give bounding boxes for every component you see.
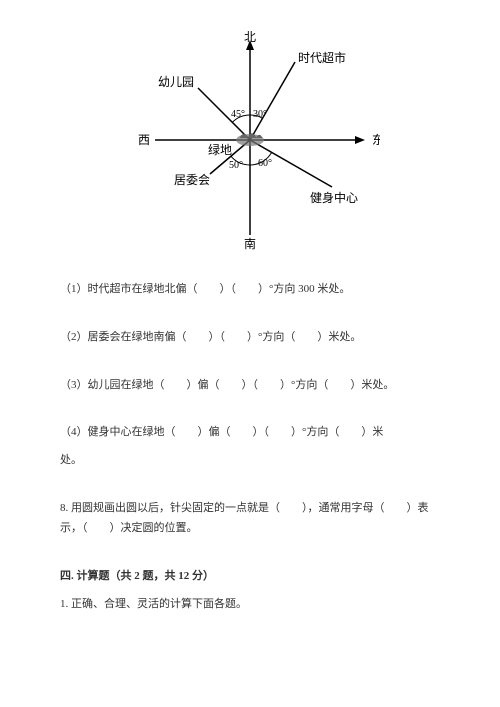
angle-30: 30° bbox=[253, 109, 267, 120]
west-label: 西 bbox=[138, 133, 150, 147]
south-label: 南 bbox=[244, 236, 256, 250]
supermarket-label: 时代超市 bbox=[298, 50, 346, 65]
question-4-line2: 处。 bbox=[60, 451, 440, 471]
question-3: （3）幼儿园在绿地（ ）偏（ ）（ ）°方向（ ）米处。 bbox=[60, 376, 440, 396]
angle-60: 60° bbox=[258, 158, 272, 169]
center-label: 绿地 bbox=[208, 142, 232, 157]
angle-45: 45° bbox=[231, 109, 245, 120]
fitness-label: 健身中心 bbox=[310, 190, 358, 205]
section-4-item-1: 1. 正确、合理、灵活的计算下面各题。 bbox=[60, 595, 440, 615]
angle-50: 50° bbox=[229, 160, 243, 171]
question-4-line1: （4）健身中心在绿地（ ）偏（ ）（ ）°方向（ ）米 bbox=[60, 423, 440, 443]
question-1: （1）时代超市在绿地北偏（ ）（ ）°方向 300 米处。 bbox=[60, 280, 440, 300]
north-label: 北 bbox=[244, 30, 256, 44]
committee-label: 居委会 bbox=[174, 173, 210, 187]
question-2: （2）居委会在绿地南偏（ ）（ ）°方向（ ）米处。 bbox=[60, 328, 440, 348]
kindergarten-label: 幼儿园 bbox=[158, 75, 194, 89]
question-8: 8. 用圆规画出圆以后，针尖固定的一点就是（ ），通常用字母（ ）表示，（ ）决… bbox=[60, 499, 440, 539]
section-4-header: 四. 计算题（共 2 题，共 12 分） bbox=[60, 567, 440, 583]
compass-diagram: 北 南 东 西 时代超市 幼儿园 居委会 健身中心 绿地 45° 30° 50°… bbox=[120, 30, 380, 250]
east-label: 东 bbox=[372, 133, 380, 147]
